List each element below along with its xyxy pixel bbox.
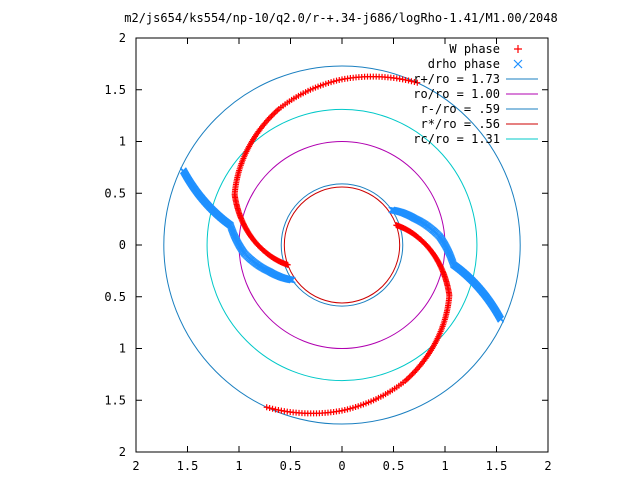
- y-tick-label: 0.5: [104, 290, 126, 304]
- w-phase-marker: [349, 404, 356, 411]
- w-phase-marker: [347, 405, 354, 412]
- circle-series: [206, 108, 478, 382]
- w-phase-marker: [272, 406, 279, 413]
- y-tick-label: 0.5: [104, 186, 126, 200]
- x-axis: 2 1.5 1 0.5 0 0.5 1 1.5 2: [132, 38, 552, 473]
- w-phase-marker: [411, 369, 418, 376]
- w-phase-marker: [275, 407, 282, 414]
- w-phase-marker: [322, 80, 329, 87]
- w-phase-marker: [405, 77, 412, 84]
- y-tick-label: 1: [119, 135, 126, 149]
- w-phase-marker: [402, 76, 409, 83]
- legend-key: [514, 45, 522, 53]
- circle-series: [163, 65, 521, 425]
- phase-markers: [179, 73, 505, 417]
- w-phase-marker: [330, 78, 337, 85]
- x-tick-label: 1.5: [486, 459, 508, 473]
- w-phase-marker: [269, 111, 276, 118]
- y-tick-label: 1: [119, 342, 126, 356]
- legend-label: drho phase: [428, 57, 500, 71]
- w-phase-marker: [355, 403, 362, 410]
- legend-label: r-/ro = .59: [421, 102, 500, 116]
- chart-title: m2/js654/ks554/np-10/q2.0/r-+.34-j686/lo…: [124, 11, 557, 25]
- drho-phase-marker: [179, 167, 187, 175]
- legend-key: [513, 59, 523, 69]
- w-phase-marker: [411, 78, 418, 85]
- drho-phase-marker: [497, 315, 505, 323]
- legend-label: ro/ro = 1.00: [413, 87, 500, 101]
- circle-series: [280, 183, 404, 307]
- legend-label: r*/ro = .56: [421, 117, 500, 131]
- x-tick-label: 1: [235, 459, 242, 473]
- x-tick-label: 2: [544, 459, 551, 473]
- w-phase-marker: [357, 402, 364, 409]
- w-phase-marker: [414, 79, 421, 86]
- x-tick-label: 0.5: [383, 459, 405, 473]
- w-phase-marker: [341, 406, 348, 413]
- x-tick-label: 0.5: [280, 459, 302, 473]
- w-phase-marker: [409, 370, 416, 377]
- w-phase-marker: [344, 406, 351, 413]
- y-tick-label: 2: [119, 31, 126, 45]
- x-tick-label: 2: [132, 459, 139, 473]
- x-tick-label: 1: [441, 459, 448, 473]
- y-tick-label: 2: [119, 445, 126, 459]
- w-phase-marker: [320, 81, 327, 88]
- w-phase-marker: [408, 78, 415, 85]
- w-phase-marker: [336, 77, 343, 84]
- w-phase-marker: [266, 114, 273, 121]
- circle-series: [283, 186, 401, 304]
- legend-label: W phase: [449, 42, 500, 56]
- y-tick-label: 1.5: [104, 393, 126, 407]
- w-phase-marker: [266, 405, 273, 412]
- w-phase-marker: [352, 404, 359, 411]
- y-axis: 2 1.5 1 0.5 0 0.5 1 1.5 2: [104, 31, 548, 459]
- w-phase-marker: [269, 405, 276, 412]
- circle-series: [238, 141, 446, 349]
- legend-label: rc/ro = 1.31: [413, 132, 500, 146]
- w-phase-marker: [328, 79, 335, 86]
- w-phase-marker: [268, 113, 275, 120]
- w-phase-marker: [333, 77, 340, 84]
- x-tick-label: 0: [338, 459, 345, 473]
- w-phase-marker: [325, 79, 332, 86]
- y-tick-label: 1.5: [104, 83, 126, 97]
- y-tick-label: 0: [119, 238, 126, 252]
- w-phase-marker: [263, 404, 270, 411]
- legend-label: r+/ro = 1.73: [413, 72, 500, 86]
- w-phase-marker: [408, 372, 415, 379]
- x-tick-label: 1.5: [177, 459, 199, 473]
